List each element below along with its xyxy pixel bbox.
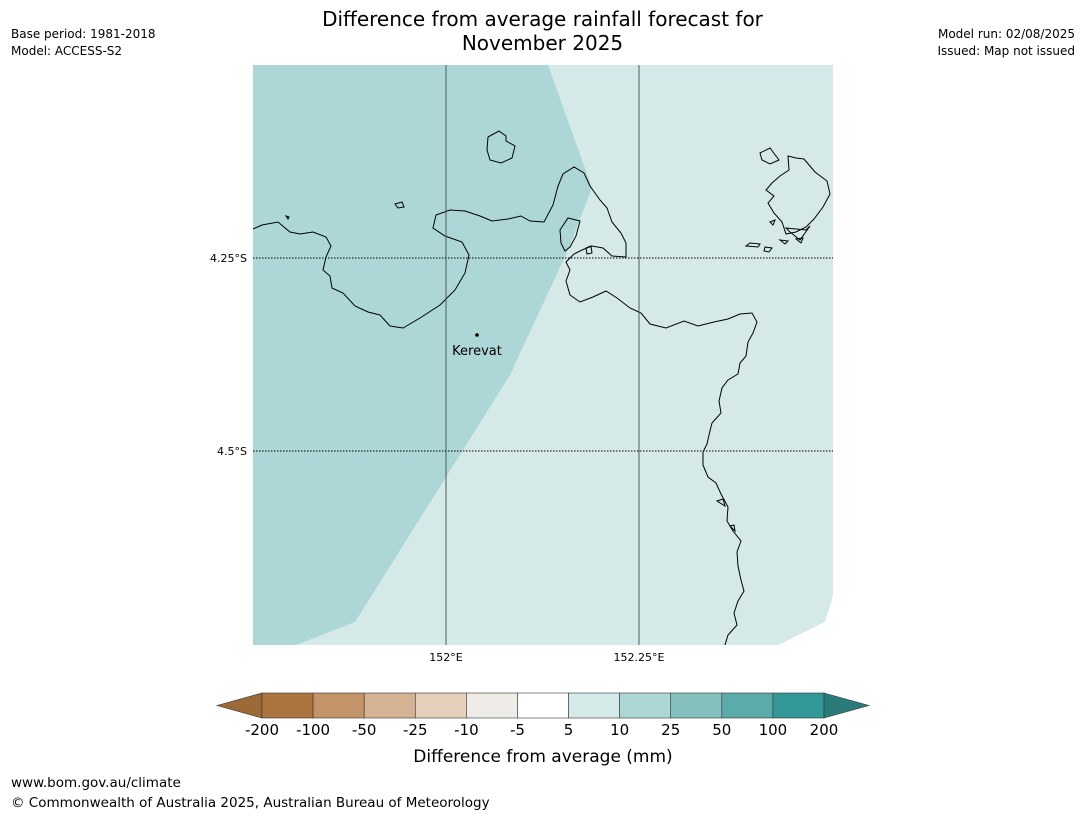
colorbar-tick-label: -100	[296, 721, 330, 739]
title-line-2: November 2025	[461, 31, 624, 55]
colorbar-tick-label: -10	[454, 721, 479, 739]
colorbar-ticks: -200 -100 -50 -25 -10 -5 5 10 25 50 100 200	[245, 721, 838, 739]
region-dark	[253, 65, 592, 645]
footer-copyright: © Commonwealth of Australia 2025, Austra…	[11, 795, 490, 811]
meta-left: Base period: 1981-2018 Model: ACCESS-S2	[11, 26, 156, 60]
colorbar-tick-label: 5	[564, 721, 574, 739]
colorbar-tick-label: 200	[810, 721, 839, 739]
meta-right: Model run: 02/08/2025 Issued: Map not is…	[937, 26, 1075, 60]
kerevat-marker[interactable]	[475, 333, 479, 337]
title-line-1: Difference from average rainfall forecas…	[322, 7, 763, 31]
model-text: Model: ACCESS-S2	[11, 44, 123, 58]
colorbar-tick-label: 10	[610, 721, 629, 739]
map-title: Difference from average rainfall forecas…	[0, 7, 1085, 55]
colorbar-tick-label: -50	[352, 721, 377, 739]
lon-label-152: 152°E	[429, 651, 462, 664]
issued-text: Issued: Map not issued	[937, 44, 1075, 58]
colorbar-tick-label: 100	[759, 721, 788, 739]
colorbar-tick-label: -25	[403, 721, 428, 739]
colorbar-tick-label: 50	[712, 721, 731, 739]
gridlines	[253, 65, 833, 645]
base-period-text: Base period: 1981-2018	[11, 27, 156, 41]
model-run-text: Model run: 02/08/2025	[937, 27, 1075, 41]
colorbar-tick-label: -200	[245, 721, 279, 739]
region-white-corner	[778, 596, 833, 645]
colorbar-tick-label: -5	[510, 721, 525, 739]
lat-label-4-5: 4.5°S	[217, 445, 247, 458]
colorbar-label: Difference from average (mm)	[413, 747, 672, 767]
kerevat-label: Kerevat	[452, 344, 502, 359]
colorbar-tick-label: 25	[661, 721, 680, 739]
lat-label-4-25: 4.25°S	[210, 252, 247, 265]
footer-url: www.bom.gov.au/climate	[11, 775, 181, 791]
rainfall-map[interactable]: Kerevat 4.25°S 4.5°S 152°E 152.25°E	[0, 0, 1085, 700]
lon-label-152-25: 152.25°E	[614, 651, 665, 664]
map-panel: Kerevat	[253, 65, 833, 645]
coastline	[253, 130, 831, 645]
